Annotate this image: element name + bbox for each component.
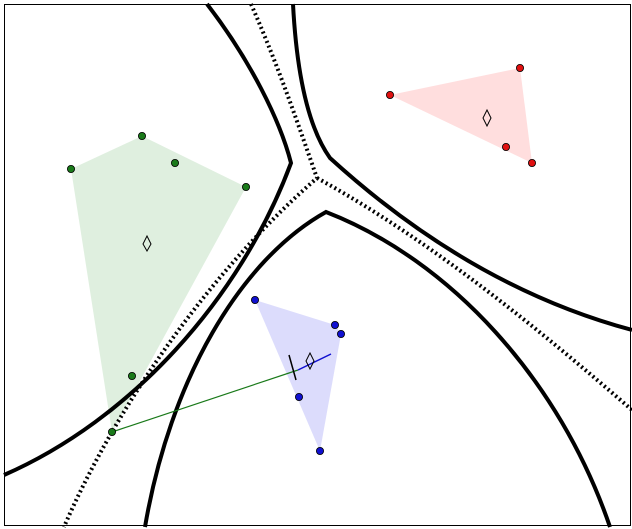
dotted-boundary-1 <box>62 3 320 528</box>
green-connector-line <box>111 369 299 433</box>
circle-icon <box>385 91 394 100</box>
boundary-layer <box>3 2 632 528</box>
diamond-icon <box>305 351 315 371</box>
circle-icon <box>516 64 525 73</box>
circle-icon <box>315 446 324 455</box>
blue-connector-line <box>297 353 332 371</box>
diamond-icon <box>142 234 152 253</box>
circle-icon <box>501 142 510 151</box>
boundary-curve-upper-right <box>291 3 632 332</box>
connector-layer <box>111 353 332 433</box>
hull-blue <box>255 300 341 451</box>
boundary-curve-upper-left <box>3 2 294 477</box>
hull-red <box>390 68 532 163</box>
circle-icon <box>67 164 76 173</box>
circle-icon <box>137 131 146 140</box>
tick-mark <box>288 354 297 381</box>
circle-icon <box>294 392 303 401</box>
point-layer <box>67 64 537 455</box>
circle-icon <box>330 320 339 329</box>
circle-icon <box>127 371 136 380</box>
circle-icon <box>170 158 179 167</box>
circle-icon <box>108 427 117 436</box>
hull-layer <box>71 68 532 451</box>
centroid-layer <box>142 108 492 371</box>
circle-icon <box>250 295 259 304</box>
hull-green <box>71 136 246 432</box>
boundary-curve-bottom <box>143 209 612 528</box>
circle-icon <box>528 158 537 167</box>
diamond-icon <box>482 108 492 128</box>
circle-icon <box>336 329 345 338</box>
circle-icon <box>241 182 250 191</box>
